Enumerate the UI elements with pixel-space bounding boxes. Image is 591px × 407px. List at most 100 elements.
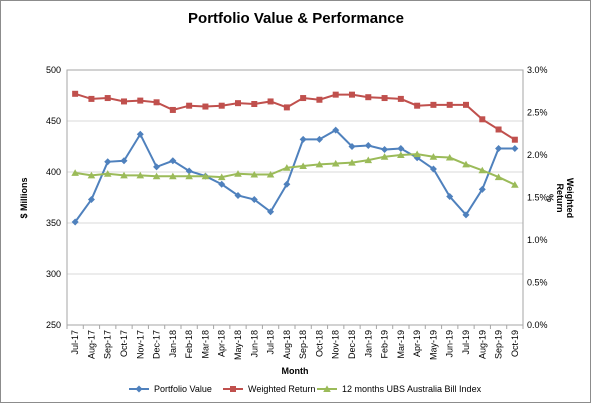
x-tick-label: Aug-18: [282, 330, 292, 359]
x-tick-label: May-18: [233, 330, 243, 360]
series-point: [201, 172, 210, 180]
series-point: [153, 99, 160, 106]
series-point: [397, 95, 404, 102]
series-point: [299, 135, 307, 143]
series-line: [74, 153, 516, 186]
series-point: [495, 145, 503, 153]
right-axis-ticks: 0.0% 0.5% 1.0% 1.5% 2.0% 2.5% 3.0%: [527, 65, 548, 330]
series-point: [414, 102, 421, 109]
series-point: [87, 171, 96, 179]
y-tick-label: 400: [46, 167, 61, 177]
series-point: [299, 162, 307, 170]
x-tick-label: Mar-18: [200, 330, 210, 359]
series-point: [186, 102, 193, 109]
y2-tick-label: 1.0%: [527, 235, 548, 245]
series-point: [429, 153, 438, 160]
series-point: [234, 170, 242, 177]
legend-swatch-marker: [230, 386, 236, 392]
legend-swatch-marker: [323, 385, 331, 392]
series-point: [381, 95, 388, 102]
series-point: [494, 173, 503, 181]
x-tick-label: Mar-19: [396, 330, 406, 359]
legend: Portfolio Value Weighted Return 12 months …: [129, 384, 482, 394]
series-point: [511, 181, 519, 188]
gridlines: [67, 120, 523, 275]
series-point: [104, 158, 112, 166]
y2-tick-label: 2.5%: [527, 108, 548, 118]
x-tick-label: Oct-17: [119, 330, 129, 357]
series-point: [185, 172, 193, 180]
series-line: [74, 92, 516, 141]
series-1: [72, 90, 518, 143]
x-tick-label: Dec-17: [152, 330, 162, 359]
y-tick-label: 300: [46, 269, 61, 279]
x-tick-label: Nov-17: [135, 330, 145, 359]
series-point: [103, 170, 112, 177]
series-point: [380, 153, 389, 160]
series-point: [364, 156, 373, 164]
series-point: [478, 166, 487, 174]
series-point: [136, 130, 144, 138]
series-point: [266, 170, 275, 178]
series-point: [71, 169, 79, 176]
y2-tick-label: 1.5%: [527, 193, 548, 203]
chart-title: Portfolio Value & Performance: [188, 10, 404, 27]
series-point: [315, 135, 323, 143]
x-axis-ticks: Jul-17 Aug-17 Sep-17 Oct-17 Nov-17 Dec-17 Jan-…: [66, 325, 524, 360]
series-point: [445, 153, 454, 161]
series-point: [235, 100, 241, 107]
y-tick-label: 500: [46, 65, 61, 75]
series-point: [446, 192, 454, 200]
series-point: [104, 95, 111, 102]
series-point: [136, 171, 145, 179]
series-point: [283, 104, 290, 111]
x-tick-label: Oct-19: [510, 330, 520, 357]
x-tick-label: Jun-18: [249, 330, 259, 358]
series-point: [348, 143, 356, 150]
series-point: [87, 196, 95, 204]
y2-axis-title: Weighted Return %: [545, 178, 575, 218]
series-point: [397, 145, 405, 153]
series-point: [202, 103, 209, 110]
series-point: [218, 180, 226, 188]
series-point: [169, 157, 177, 165]
y-axis-title: $ Millions: [19, 177, 29, 218]
y2-axis-title-line-1: Weighted: [565, 178, 575, 218]
y2-tick-label: 0.0%: [527, 320, 548, 330]
series-point: [463, 101, 469, 108]
y2-axis-title-line-2: Return: [555, 184, 565, 213]
x-tick-label: Sep-18: [298, 330, 308, 359]
x-tick-label: Jun-19: [445, 330, 455, 358]
series-layer: [71, 90, 519, 226]
series-2: [71, 150, 519, 188]
series-point: [72, 90, 79, 97]
series-point: [462, 211, 470, 219]
legend-label: 12 months UBS Australia Bill Index: [342, 384, 482, 394]
series-point: [283, 164, 291, 171]
series-point: [71, 218, 79, 226]
series-point: [479, 116, 486, 123]
y2-axis-title-line-3: %: [545, 194, 555, 202]
series-point: [251, 101, 258, 107]
series-point: [429, 165, 437, 173]
series-point: [364, 141, 372, 149]
y-tick-label: 350: [46, 218, 61, 228]
legend-swatch-marker: [135, 385, 143, 393]
series-point: [121, 98, 127, 105]
left-axis-ticks: 250 300 350 400 450 500: [46, 65, 61, 330]
series-point: [478, 185, 486, 193]
series-point: [300, 95, 307, 102]
x-tick-label: Nov-18: [331, 330, 341, 359]
series-point: [381, 146, 389, 154]
series-point: [169, 106, 176, 113]
x-tick-label: Apr-18: [217, 330, 227, 357]
series-point: [234, 191, 242, 199]
legend-label: Weighted Return: [248, 384, 315, 394]
legend-label: Portfolio Value: [154, 384, 212, 394]
series-line: [74, 128, 515, 223]
series-point: [430, 101, 437, 108]
y-tick-label: 250: [46, 320, 61, 330]
y2-tick-label: 3.0%: [527, 65, 548, 75]
